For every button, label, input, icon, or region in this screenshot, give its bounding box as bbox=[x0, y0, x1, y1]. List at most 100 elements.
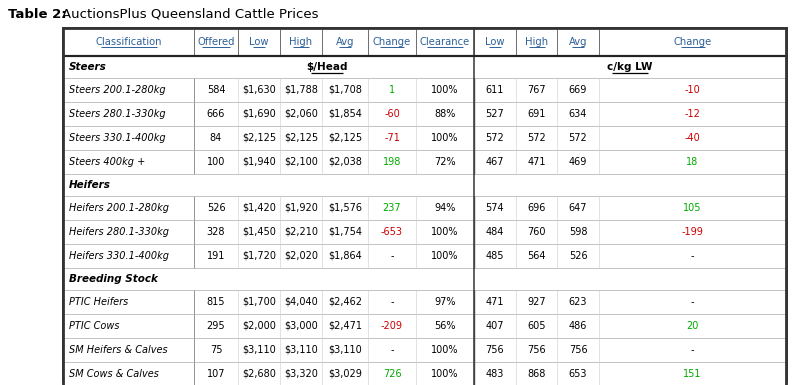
Text: $2,000: $2,000 bbox=[242, 321, 276, 331]
Text: 605: 605 bbox=[527, 321, 546, 331]
Text: 756: 756 bbox=[527, 345, 546, 355]
Text: -199: -199 bbox=[681, 227, 704, 237]
Bar bbox=[63, 362, 786, 385]
Text: $1,450: $1,450 bbox=[242, 227, 276, 237]
Text: 1: 1 bbox=[389, 85, 395, 95]
Text: 486: 486 bbox=[569, 321, 587, 331]
Text: Steers 200.1-280kg: Steers 200.1-280kg bbox=[69, 85, 166, 95]
Text: Avg: Avg bbox=[336, 37, 354, 47]
Text: c/kg LW: c/kg LW bbox=[607, 62, 653, 72]
Text: $1,754: $1,754 bbox=[328, 227, 362, 237]
Text: -: - bbox=[691, 345, 694, 355]
Text: 237: 237 bbox=[383, 203, 401, 213]
Text: 407: 407 bbox=[486, 321, 504, 331]
Text: $2,020: $2,020 bbox=[284, 251, 318, 261]
Text: 691: 691 bbox=[527, 109, 546, 119]
Text: 471: 471 bbox=[527, 157, 546, 167]
Text: 100%: 100% bbox=[431, 345, 458, 355]
Text: 868: 868 bbox=[527, 369, 546, 379]
Text: SM Heifers & Calves: SM Heifers & Calves bbox=[69, 345, 168, 355]
Text: 191: 191 bbox=[207, 251, 225, 261]
Bar bbox=[63, 28, 786, 56]
Text: 760: 760 bbox=[527, 227, 546, 237]
Bar bbox=[63, 78, 786, 102]
Text: Change: Change bbox=[673, 37, 712, 47]
Text: $3,110: $3,110 bbox=[328, 345, 362, 355]
Text: -12: -12 bbox=[685, 109, 700, 119]
Bar bbox=[63, 314, 786, 338]
Bar bbox=[63, 338, 786, 362]
Text: Steers: Steers bbox=[69, 62, 107, 72]
Text: High: High bbox=[290, 37, 313, 47]
Bar bbox=[63, 126, 786, 150]
Bar bbox=[63, 268, 786, 290]
Text: 584: 584 bbox=[207, 85, 225, 95]
Text: 100%: 100% bbox=[431, 85, 458, 95]
Text: $1,708: $1,708 bbox=[328, 85, 362, 95]
Text: Steers 330.1-400kg: Steers 330.1-400kg bbox=[69, 133, 166, 143]
Text: 623: 623 bbox=[569, 297, 587, 307]
Text: -60: -60 bbox=[384, 109, 400, 119]
Text: AuctionsPlus Queensland Cattle Prices: AuctionsPlus Queensland Cattle Prices bbox=[62, 7, 318, 20]
Text: 328: 328 bbox=[207, 227, 225, 237]
Text: $1,630: $1,630 bbox=[242, 85, 276, 95]
Text: -: - bbox=[691, 297, 694, 307]
Text: 105: 105 bbox=[683, 203, 702, 213]
Text: -: - bbox=[390, 297, 394, 307]
Text: -10: -10 bbox=[685, 85, 700, 95]
Text: $2,125: $2,125 bbox=[328, 133, 362, 143]
Text: -653: -653 bbox=[381, 227, 403, 237]
Text: 88%: 88% bbox=[435, 109, 455, 119]
Text: 574: 574 bbox=[486, 203, 505, 213]
Text: 100: 100 bbox=[207, 157, 225, 167]
Text: 97%: 97% bbox=[435, 297, 456, 307]
Text: 151: 151 bbox=[683, 369, 702, 379]
Text: 653: 653 bbox=[569, 369, 587, 379]
Bar bbox=[63, 102, 786, 126]
Text: Avg: Avg bbox=[569, 37, 587, 47]
Bar bbox=[63, 244, 786, 268]
Text: $1,864: $1,864 bbox=[328, 251, 362, 261]
Text: $2,125: $2,125 bbox=[284, 133, 318, 143]
Text: -: - bbox=[390, 345, 394, 355]
Text: $1,854: $1,854 bbox=[328, 109, 362, 119]
Text: $2,462: $2,462 bbox=[328, 297, 362, 307]
Text: $3,110: $3,110 bbox=[284, 345, 318, 355]
Bar bbox=[63, 174, 786, 196]
Text: -40: -40 bbox=[685, 133, 700, 143]
Text: PTIC Cows: PTIC Cows bbox=[69, 321, 119, 331]
Bar bbox=[63, 56, 786, 78]
Text: $2,210: $2,210 bbox=[284, 227, 318, 237]
Text: High: High bbox=[525, 37, 548, 47]
Text: 634: 634 bbox=[569, 109, 587, 119]
Text: 469: 469 bbox=[569, 157, 587, 167]
Text: $3,110: $3,110 bbox=[242, 345, 276, 355]
Text: 467: 467 bbox=[486, 157, 504, 167]
Text: 107: 107 bbox=[207, 369, 225, 379]
Text: 756: 756 bbox=[486, 345, 505, 355]
Text: $/Head: $/Head bbox=[306, 62, 348, 72]
Text: $1,940: $1,940 bbox=[242, 157, 276, 167]
Text: $1,920: $1,920 bbox=[284, 203, 318, 213]
Text: 669: 669 bbox=[569, 85, 587, 95]
Text: $2,038: $2,038 bbox=[328, 157, 362, 167]
Text: 815: 815 bbox=[207, 297, 225, 307]
Text: 84: 84 bbox=[210, 133, 222, 143]
Text: $2,680: $2,680 bbox=[242, 369, 276, 379]
Text: Classification: Classification bbox=[96, 37, 162, 47]
Text: Table 2:: Table 2: bbox=[8, 7, 67, 20]
Text: 100%: 100% bbox=[431, 369, 458, 379]
Text: 611: 611 bbox=[486, 85, 504, 95]
Text: $1,576: $1,576 bbox=[328, 203, 362, 213]
Text: 72%: 72% bbox=[434, 157, 456, 167]
Text: $1,788: $1,788 bbox=[284, 85, 318, 95]
Text: Steers 280.1-330kg: Steers 280.1-330kg bbox=[69, 109, 166, 119]
Text: 18: 18 bbox=[686, 157, 699, 167]
Text: $2,471: $2,471 bbox=[328, 321, 362, 331]
Text: 572: 572 bbox=[527, 133, 546, 143]
Text: 572: 572 bbox=[486, 133, 505, 143]
Text: -: - bbox=[691, 251, 694, 261]
Text: $2,125: $2,125 bbox=[242, 133, 276, 143]
Text: 94%: 94% bbox=[435, 203, 455, 213]
Text: Heifers 200.1-280kg: Heifers 200.1-280kg bbox=[69, 203, 169, 213]
